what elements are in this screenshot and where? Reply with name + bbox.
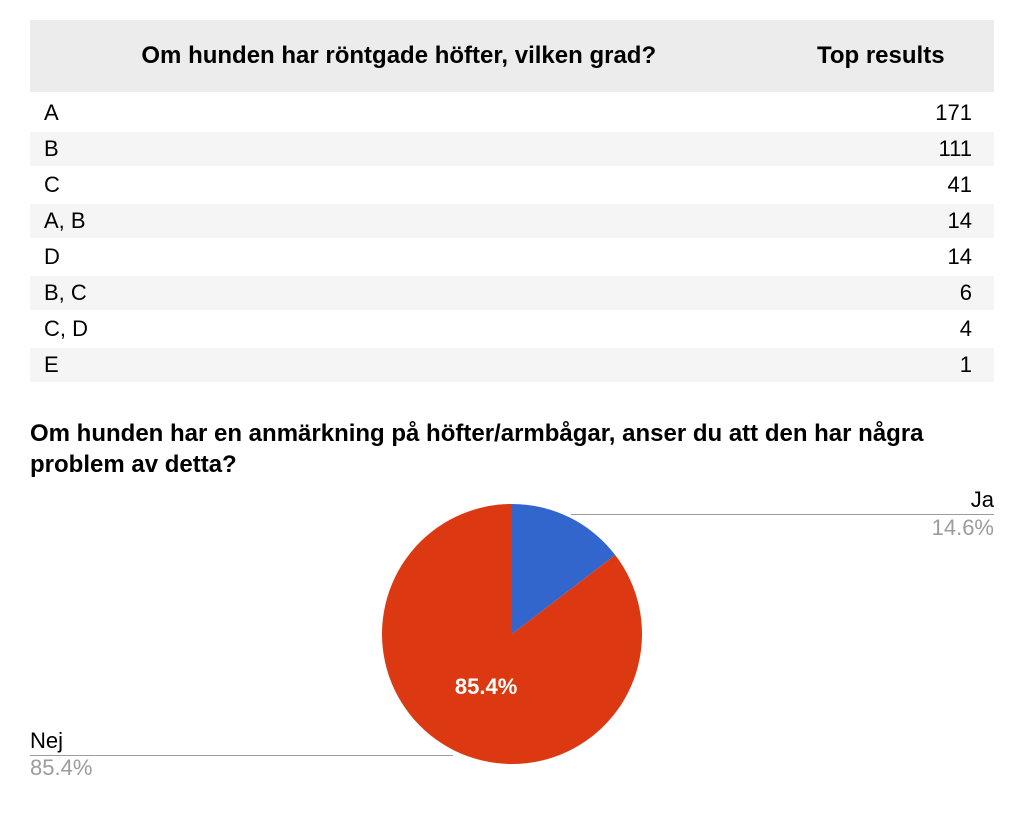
- callout-nej: Nej 85.4%: [30, 727, 92, 782]
- row-value: 41: [768, 167, 994, 203]
- table-row: C41: [30, 167, 994, 203]
- row-value: 6: [768, 275, 994, 311]
- row-value: 4: [768, 311, 994, 347]
- row-label: B, C: [30, 275, 768, 311]
- callout-ja-percent: 14.6%: [932, 514, 994, 542]
- table-col-results: Top results: [768, 20, 994, 94]
- table-row: A, B14: [30, 203, 994, 239]
- row-label: D: [30, 239, 768, 275]
- table-row: C, D4: [30, 311, 994, 347]
- pie-svg: [362, 494, 662, 774]
- row-label: C, D: [30, 311, 768, 347]
- row-value: 171: [768, 94, 994, 131]
- row-value: 14: [768, 203, 994, 239]
- pie-chart: Ja 14.6% Nej 85.4% 85.4%: [30, 494, 994, 794]
- callout-nej-percent: 85.4%: [30, 754, 92, 782]
- row-value: 111: [768, 131, 994, 167]
- row-label: B: [30, 131, 768, 167]
- leader-line-ja: [571, 514, 994, 515]
- results-table: Om hunden har röntgade höfter, vilken gr…: [30, 20, 994, 384]
- row-label: C: [30, 167, 768, 203]
- table-col-question: Om hunden har röntgade höfter, vilken gr…: [30, 20, 768, 94]
- row-label: E: [30, 347, 768, 383]
- row-value: 14: [768, 239, 994, 275]
- table-row: E1: [30, 347, 994, 383]
- callout-ja: Ja 14.6%: [932, 486, 994, 541]
- table-header-row: Om hunden har röntgade höfter, vilken gr…: [30, 20, 994, 94]
- leader-line-nej: [30, 755, 453, 756]
- row-value: 1: [768, 347, 994, 383]
- callout-ja-label: Ja: [932, 486, 994, 514]
- pie-inner-label: 85.4%: [455, 674, 517, 700]
- row-label: A: [30, 94, 768, 131]
- row-label: A, B: [30, 203, 768, 239]
- callout-nej-label: Nej: [30, 727, 92, 755]
- table-row: B, C6: [30, 275, 994, 311]
- table-row: A171: [30, 94, 994, 131]
- pie-question-title: Om hunden har en anmärkning på höfter/ar…: [30, 418, 994, 480]
- table-row: D14: [30, 239, 994, 275]
- table-row: B111: [30, 131, 994, 167]
